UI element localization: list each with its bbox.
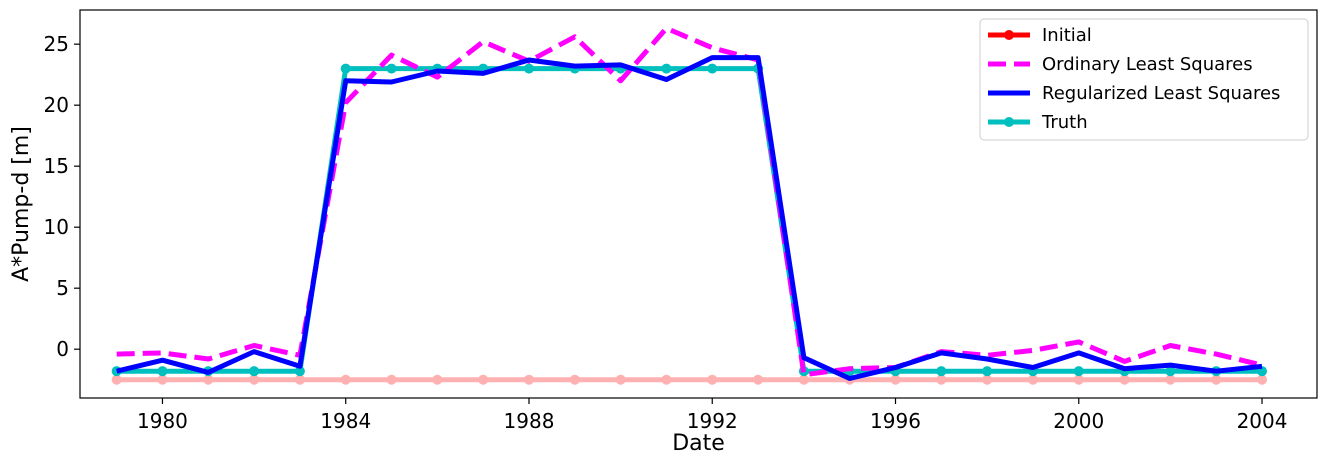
data-point: [661, 374, 672, 385]
data-point: [386, 374, 397, 385]
data-point: [523, 374, 534, 385]
data-point: [1027, 374, 1038, 385]
legend-label: Ordinary Least Squares: [1042, 54, 1253, 75]
data-point: [1165, 374, 1176, 385]
y-tick-label: 15: [44, 154, 69, 178]
x-tick-label: 2004: [1237, 409, 1288, 433]
x-tick-label: 1988: [504, 409, 555, 433]
data-point: [386, 63, 397, 74]
data-point: [249, 374, 260, 385]
legend-item-regularized-least-squares: Regularized Least Squares: [988, 83, 1280, 104]
series-ordinary-least-squares: [116, 25, 1263, 378]
data-point: [569, 374, 580, 385]
legend-item-initial: Initial: [988, 25, 1092, 46]
series-initial: [111, 374, 1268, 385]
x-axis-label: Date: [672, 431, 725, 456]
data-point: [111, 374, 122, 385]
x-tick-label: 2000: [1053, 409, 1104, 433]
data-point: [1073, 366, 1084, 377]
data-point: [707, 374, 718, 385]
data-point: [615, 374, 626, 385]
legend-marker: [1004, 117, 1014, 127]
legend-marker: [1004, 30, 1014, 40]
legend-label: Truth: [1041, 112, 1088, 133]
series-line-ordinary-least-squares: [116, 25, 1263, 378]
y-tick-label: 5: [56, 276, 69, 300]
data-point: [249, 366, 260, 377]
y-tick-label: 10: [44, 215, 69, 239]
legend-box: [979, 18, 1309, 141]
data-point: [294, 366, 305, 377]
y-tick-label: 20: [44, 93, 69, 117]
data-point: [1211, 374, 1222, 385]
data-point: [753, 374, 764, 385]
y-axis-label: A*Pump-d [m]: [9, 126, 34, 282]
data-point: [203, 374, 214, 385]
legend-label: Regularized Least Squares: [1042, 83, 1280, 104]
data-point: [1119, 374, 1130, 385]
data-point: [340, 374, 351, 385]
plot-area: [111, 25, 1268, 385]
legend-item-truth: Truth: [988, 112, 1088, 133]
data-point: [982, 374, 993, 385]
plot-frame: [79, 9, 1318, 399]
y-axis: 0 5 10 15 20 25: [44, 32, 80, 361]
data-point: [1165, 366, 1176, 377]
data-point: [890, 374, 901, 385]
data-point: [982, 366, 993, 377]
legend: Initial Ordinary Least Squares Regularized…: [979, 18, 1309, 141]
legend-item-ordinary-least-squares: Ordinary Least Squares: [988, 54, 1253, 75]
data-point: [478, 374, 489, 385]
data-point: [340, 63, 351, 74]
x-tick-label: 1980: [137, 409, 188, 433]
series-line-regularized-least-squares: [116, 55, 1263, 381]
series-regularized-least-squares: [116, 55, 1263, 381]
data-point: [936, 366, 947, 377]
data-point: [798, 374, 809, 385]
x-axis: 1980 1984 1988 1992 1996 2000 2004: [137, 398, 1287, 433]
data-point: [294, 374, 305, 385]
data-point: [661, 63, 672, 74]
data-point: [1257, 374, 1268, 385]
x-tick-label: 1996: [870, 409, 921, 433]
data-point: [523, 63, 534, 74]
y-tick-label: 0: [56, 337, 69, 361]
data-point: [936, 374, 947, 385]
data-point: [707, 63, 718, 74]
legend-label: Initial: [1042, 25, 1092, 46]
y-tick-label: 25: [44, 32, 69, 56]
x-tick-label: 1984: [320, 409, 371, 433]
data-point: [1073, 374, 1084, 385]
data-point: [157, 374, 168, 385]
x-tick-label: 1992: [687, 409, 738, 433]
data-point: [432, 374, 443, 385]
data-point: [157, 366, 168, 377]
